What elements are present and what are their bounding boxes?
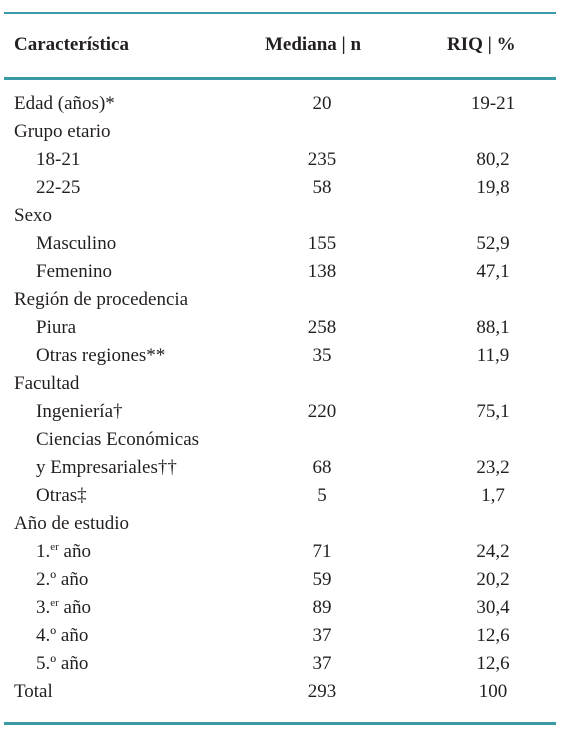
table-row: 22-25 58 19,8 — [36, 177, 510, 198]
table-row: Otras‡ 5 1,7 — [36, 485, 505, 506]
table-row: Año de estudio — [0, 513, 567, 541]
table-row: Ciencias Económicas — [0, 429, 567, 457]
table-bottom-rule — [4, 722, 556, 725]
row-label: Grupo etario — [14, 121, 111, 142]
row-label: Año de estudio — [14, 513, 130, 534]
table-row: Sexo — [0, 205, 567, 233]
header-characteristic: Característica — [14, 34, 129, 55]
row-label: Región de procedencia — [14, 289, 189, 310]
table-row: Masculino 155 52,9 — [36, 233, 510, 254]
row-label: y Empresariales†† — [36, 457, 177, 478]
row-label: Facultad — [14, 373, 80, 394]
row-label: 18-21 — [36, 149, 81, 170]
table-row: 5.º año 37 12,6 — [36, 653, 510, 674]
row-label: Sexo — [14, 205, 52, 226]
row-label: Ciencias Económicas — [36, 429, 200, 450]
table-row: Edad (años)* 20 19-21 — [14, 93, 516, 114]
table-row: Ingeniería† 220 75,1 — [36, 401, 510, 422]
row-label: Piura — [36, 317, 77, 338]
table-row: 18-21 235 80,2 — [36, 149, 510, 170]
table-top-rule — [4, 12, 556, 14]
header-median-n: Mediana | n — [265, 34, 362, 55]
row-label: Total — [14, 681, 53, 702]
table-header-rule — [4, 77, 556, 80]
header-riq-pct: RIQ | % — [447, 34, 516, 55]
table-row: 4.º año 37 12,6 — [36, 625, 510, 646]
table-row: 3.er año 89 30,4 — [36, 597, 510, 618]
row-label: 3.er año — [36, 597, 91, 618]
table-row: 2.º año 59 20,2 — [36, 569, 510, 590]
table-row: Femenino 138 47,1 — [36, 261, 510, 282]
row-label: 1.er año — [36, 541, 91, 562]
table-row: Facultad — [0, 373, 567, 401]
row-label: Otras‡ — [36, 485, 87, 506]
row-label: 22-25 — [36, 177, 81, 198]
row-label: 2.º año — [36, 569, 89, 590]
table-row: Grupo etario — [0, 121, 567, 149]
row-label: Otras regiones** — [36, 345, 166, 366]
row-label: Ingeniería† — [36, 401, 123, 422]
table-row: Región de procedencia — [0, 289, 567, 317]
row-label: 4.º año — [36, 625, 89, 646]
table-row: Total 293 100 — [14, 681, 508, 702]
row-label: Edad (años)* — [14, 93, 115, 114]
table-row: 1.er año 71 24,2 — [36, 541, 510, 562]
table-row: y Empresariales†† 68 23,2 — [36, 457, 510, 478]
table-row: Otras regiones** 35 11,9 — [36, 345, 510, 366]
row-label: Masculino — [36, 233, 117, 254]
table-row: Piura 258 88,1 — [36, 317, 510, 338]
row-label: 5.º año — [36, 653, 89, 674]
row-label: Femenino — [36, 261, 112, 282]
